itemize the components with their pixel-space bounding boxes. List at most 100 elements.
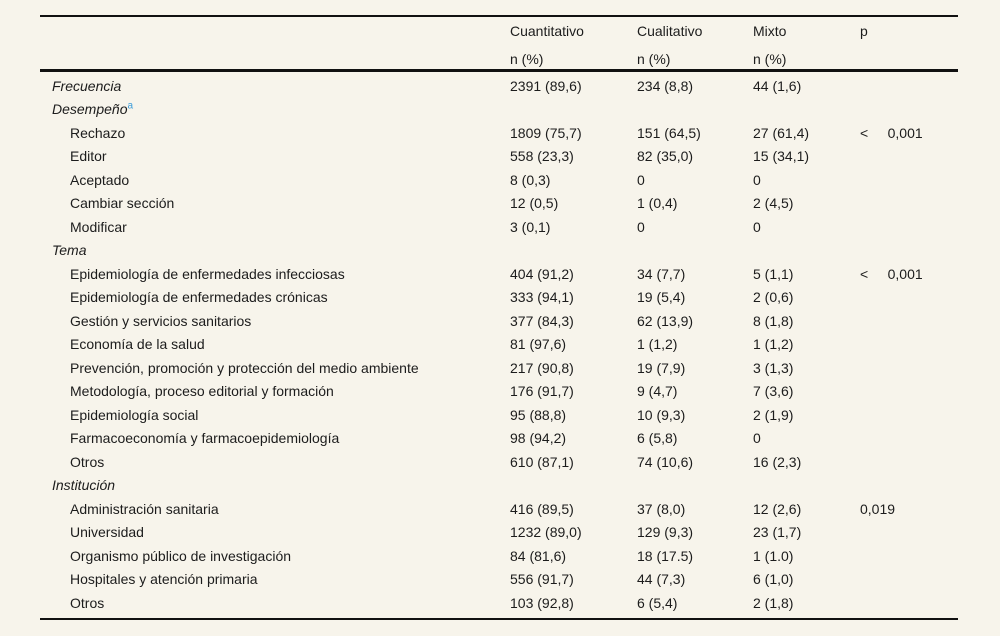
mixto-cell: 7 (3,6) <box>753 383 794 400</box>
row-label: Epidemiología de enfermedades infecciosa… <box>40 266 510 282</box>
table-row: Gestión y servicios sanitarios 377 (84,3)… <box>40 309 958 333</box>
mixto-cell: 6 (1,0) <box>753 571 794 588</box>
table-row: Otros 610 (87,1) 74 (10,6) 16 (2,3) <box>40 450 958 474</box>
col-header-sub: n (%) <box>637 51 671 67</box>
row-label: Rechazo <box>40 125 510 141</box>
col-header-label: Cualitativo <box>637 23 703 39</box>
cuantitativo-cell: 84 (81,6) <box>510 547 567 564</box>
row-label-text: Aceptado <box>70 171 130 188</box>
row-label: Universidad <box>40 524 510 540</box>
mixto-cell: 0 <box>753 430 761 447</box>
cuantitativo-cell: 1232 (89,0) <box>510 524 582 541</box>
row-label-text: Farmacoeconomía y farmacoepidemiología <box>70 430 340 447</box>
row-label-text: Gestión y servicios sanitarios <box>70 312 252 329</box>
mixto-cell: 5 (1,1) <box>753 265 794 282</box>
table-row: Frecuencia 2391 (89,6) 234 (8,8) 44 (1,6) <box>40 74 958 98</box>
cuantitativo-cell: 404 (91,2) <box>510 265 574 282</box>
cualitativo-cell: 129 (9,3) <box>637 524 694 541</box>
row-label-text: Epidemiología de enfermedades infecciosa… <box>70 265 345 282</box>
cuantitativo-cell: 556 (91,7) <box>510 571 574 588</box>
table-header-row: Cuantitativo n (%) Cualitativo n (%) Mix… <box>40 15 958 72</box>
cuantitativo-cell: 12 (0,5) <box>510 195 559 212</box>
mixto-cell: 2 (1,8) <box>753 594 794 611</box>
cuantitativo-cell: 1809 (75,7) <box>510 124 582 141</box>
col-header-cuantitativo: Cuantitativo n (%) <box>510 17 637 69</box>
cuantitativo-cell: 3 (0,1) <box>510 218 551 235</box>
table-row: Farmacoeconomía y farmacoepidemiología 98… <box>40 427 958 451</box>
mixto-cell: 0 <box>753 218 761 235</box>
table-row: Tema <box>40 239 958 263</box>
row-label: Administración sanitaria <box>40 501 510 517</box>
cualitativo-cell: 6 (5,8) <box>637 430 678 447</box>
table-row: Economía de la salud 81 (97,6) 1 (1,2) 1 (1… <box>40 333 958 357</box>
table-row: Universidad 1232 (89,0) 129 (9,3) 23 (1,7) <box>40 521 958 545</box>
row-label: Farmacoeconomía y farmacoepidemiología <box>40 430 510 446</box>
p-value-cell: 0,019 <box>860 500 896 517</box>
row-label: Desempeñoa <box>40 101 510 117</box>
table-row: Cambiar sección 12 (0,5) 1 (0,4) 2 (4,5) <box>40 192 958 216</box>
table-row: Epidemiología de enfermedades infecciosa… <box>40 262 958 286</box>
row-label: Economía de la salud <box>40 336 510 352</box>
cualitativo-cell: 151 (64,5) <box>637 124 701 141</box>
table-row: Aceptado 8 (0,3) 0 0 <box>40 168 958 192</box>
cuantitativo-cell: 103 (92,8) <box>510 594 574 611</box>
col-header-sub: n (%) <box>510 51 544 67</box>
row-label: Aceptado <box>40 172 510 188</box>
mixto-cell: 8 (1,8) <box>753 312 794 329</box>
mixto-cell: 27 (61,4) <box>753 124 810 141</box>
row-label-text: Cambiar sección <box>70 195 175 212</box>
cualitativo-cell: 9 (4,7) <box>637 383 678 400</box>
row-label-text: Modificar <box>70 218 127 235</box>
table-row: Metodología, proceso editorial y formaci… <box>40 380 958 404</box>
row-label-text: Epidemiología de enfermedades crónicas <box>70 289 328 306</box>
row-label-text: Frecuencia <box>52 77 122 94</box>
row-label-text: Hospitales y atención primaria <box>70 571 258 588</box>
col-header-label: Cuantitativo <box>510 23 584 39</box>
table-row: Rechazo 1809 (75,7) 151 (64,5) 27 (61,4) < 0… <box>40 121 958 145</box>
mixto-cell: 0 <box>753 171 761 188</box>
col-header-label: Mixto <box>753 23 787 39</box>
row-label: Frecuencia <box>40 78 510 94</box>
cualitativo-cell: 44 (7,3) <box>637 571 686 588</box>
cualitativo-cell: 10 (9,3) <box>637 406 686 423</box>
row-label: Prevención, promoción y protección del m… <box>40 360 510 376</box>
cualitativo-cell: 37 (8,0) <box>637 500 686 517</box>
header-empty-cell <box>40 17 510 69</box>
table-row: Institución <box>40 474 958 498</box>
p-value-cell: < 0,001 <box>860 124 923 141</box>
mixto-cell: 44 (1,6) <box>753 77 802 94</box>
row-label-text: Organismo público de investigación <box>70 547 292 564</box>
table-row: Desempeñoa <box>40 98 958 122</box>
table-row: Otros 103 (92,8) 6 (5,4) 2 (1,8) <box>40 591 958 615</box>
cuantitativo-cell: 217 (90,8) <box>510 359 574 376</box>
row-label: Hospitales y atención primaria <box>40 571 510 587</box>
row-label: Tema <box>40 242 510 258</box>
col-header-sub: n (%) <box>753 51 787 67</box>
row-label-text: Otros <box>70 594 105 611</box>
mixto-cell: 1 (1.0) <box>753 547 794 564</box>
cualitativo-cell: 19 (7,9) <box>637 359 686 376</box>
cualitativo-cell: 0 <box>637 218 645 235</box>
cualitativo-cell: 1 (0,4) <box>637 195 678 212</box>
cuantitativo-cell: 610 (87,1) <box>510 453 574 470</box>
p-value-cell: < 0,001 <box>860 265 923 282</box>
row-label: Metodología, proceso editorial y formaci… <box>40 383 510 399</box>
mixto-cell: 2 (4,5) <box>753 195 794 212</box>
table-body: Frecuencia 2391 (89,6) 234 (8,8) 44 (1,6) De… <box>40 72 958 620</box>
cualitativo-cell: 18 (17.5) <box>637 547 694 564</box>
row-label: Epidemiología social <box>40 407 510 423</box>
row-label-text: Tema <box>52 242 87 259</box>
cuantitativo-cell: 333 (94,1) <box>510 289 574 306</box>
footnote-marker-link[interactable]: a <box>127 100 134 112</box>
table-row: Epidemiología social 95 (88,8) 10 (9,3) 2 (… <box>40 403 958 427</box>
table-row: Editor 558 (23,3) 82 (35,0) 15 (34,1) <box>40 145 958 169</box>
row-label: Otros <box>40 454 510 470</box>
cuantitativo-cell: 81 (97,6) <box>510 336 567 353</box>
row-label: Modificar <box>40 219 510 235</box>
cualitativo-cell: 1 (1,2) <box>637 336 678 353</box>
mixto-cell: 16 (2,3) <box>753 453 802 470</box>
col-header-mixto: Mixto n (%) <box>753 17 860 69</box>
table-row: Hospitales y atención primaria 556 (91,7)… <box>40 568 958 592</box>
row-label-text: Institución <box>52 477 116 494</box>
col-header-p: p <box>860 17 958 69</box>
